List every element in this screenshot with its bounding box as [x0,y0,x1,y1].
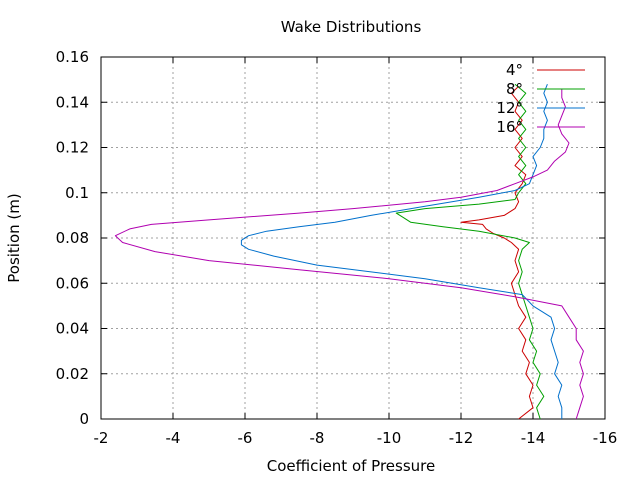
axis-ticks [100,56,606,420]
grid-lines [101,57,605,419]
series-line-1 [460,86,534,420]
x-tick-label: -10 [377,429,402,447]
y-tick-label: 0.08 [56,229,89,247]
x-tick-label: -2 [94,429,109,447]
x-tick-label: -4 [166,429,181,447]
x-tick-label: -16 [593,429,618,447]
series-line-3 [240,84,563,419]
x-tick-label: -12 [449,429,474,447]
y-tick-label: 0.04 [56,320,89,338]
x-tick-label: -14 [521,429,546,447]
legend-label-1: 4° [506,61,523,79]
y-axis-label: Position (m) [5,193,23,283]
series-layer [114,83,584,420]
y-tick-label: 0.16 [56,48,89,66]
legend-label-4: 16° [496,118,523,136]
x-tick-labels: -2 -4 -6 -8 -10 -12 -14 -16 [94,429,618,447]
legend: 4°8°12°16° [496,61,585,136]
y-tick-label: 0 [79,410,89,428]
y-tick-label: 0.1 [65,184,89,202]
y-tick-labels: 0 0.02 0.04 0.06 0.08 0.1 0.12 0.14 0.16 [56,48,89,428]
legend-label-2: 8° [506,80,523,98]
y-tick-label: 0.12 [56,139,89,157]
x-tick-label: -6 [238,429,253,447]
y-tick-label: 0.14 [56,93,89,111]
series-line-2 [395,83,545,420]
series-line-4 [114,88,584,420]
y-tick-label: 0.02 [56,365,89,383]
y-tick-label: 0.06 [56,274,89,292]
legend-label-3: 12° [496,99,523,117]
chart-title: Wake Distributions [281,18,422,36]
x-axis-label: Coefficient of Pressure [267,457,435,475]
x-tick-label: -8 [310,429,325,447]
